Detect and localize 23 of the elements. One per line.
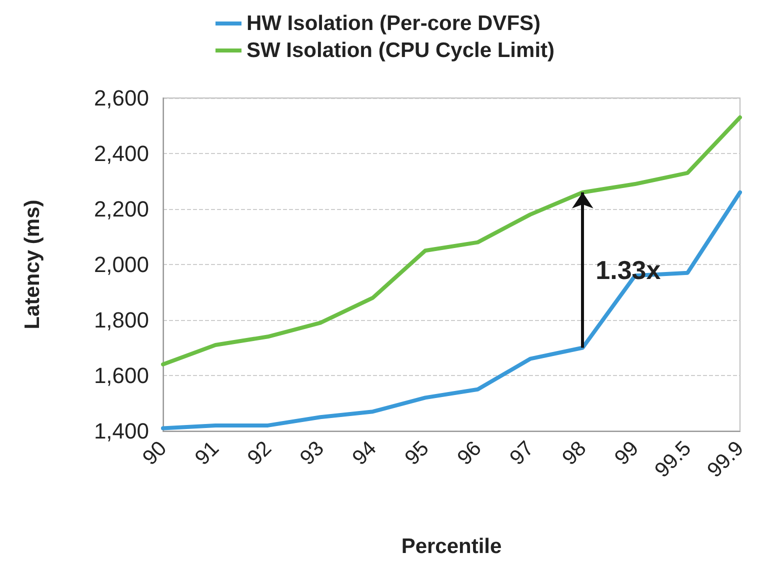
x-tick-label: 99.9 <box>702 436 748 482</box>
x-tick-label: 99 <box>610 436 644 470</box>
y-axis-title: Latency (ms) <box>21 200 44 330</box>
x-tick-label: 93 <box>296 436 328 470</box>
y-tick-label: 2,600 <box>94 86 149 110</box>
x-tick-label: 91 <box>190 436 224 470</box>
annotation: 1.33x <box>596 255 662 286</box>
x-tick-label: 92 <box>243 436 276 470</box>
x-tick-label: 95 <box>400 436 434 470</box>
legend-label: HW Isolation (Per-core DVFS) <box>246 12 541 35</box>
y-tick-label: 2,200 <box>94 196 149 222</box>
y-tick-label: 2,400 <box>94 141 149 166</box>
line-series <box>161 115 742 366</box>
x-tick-label: 98 <box>558 436 591 470</box>
legend-label: SW Isolation (CPU Cycle Limit) <box>246 39 555 62</box>
x-tick-label: 94 <box>348 436 382 470</box>
y-tick-label: 2,000 <box>94 252 149 277</box>
x-tick-label: 97 <box>506 436 538 470</box>
y-tick-label: 1,800 <box>94 308 149 332</box>
x-axis-title: Percentile <box>401 535 502 558</box>
y-tick-label: 1,400 <box>94 418 149 444</box>
y-tick-label: 1,600 <box>94 363 149 388</box>
x-tick-label: 96 <box>453 436 486 470</box>
